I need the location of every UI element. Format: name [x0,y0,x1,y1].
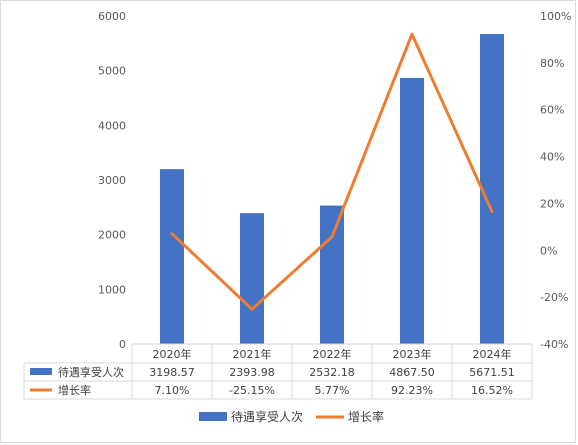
y-left-tick-label: 1000 [98,283,126,296]
y-right-tick-label: 40% [540,151,564,164]
legend-swatch-bars [199,412,227,421]
y-right-tick-label: 60% [540,104,564,117]
category-label: 2022年 [313,347,352,361]
table-row-header: 待遇享受人次 [58,365,124,379]
y-left-tick-label: 0 [119,338,126,351]
category-label: 2020年 [153,347,192,361]
table-cell-value: 92.23% [391,384,433,397]
table-cell-value: 2393.98 [229,366,275,379]
table-cell-value: 5.77% [315,384,350,397]
y-right-tick-label: 80% [540,57,564,70]
category-label: 2024年 [473,347,512,361]
y-left-tick-label: 6000 [98,10,126,23]
bar-2020年 [160,169,184,344]
table-cell-value: -25.15% [229,384,275,397]
y-left-tick-label: 4000 [98,119,126,132]
y-right-tick-label: -20% [540,291,568,304]
bar-2023年 [400,77,424,344]
category-label: 2021年 [233,347,272,361]
table-cell-value: 4867.50 [389,366,435,379]
y-right-tick-label: -40% [540,338,568,351]
table-cell-value: 16.52% [471,384,513,397]
table-cell-value: 3198.57 [149,366,195,379]
y-right-tick-label: 20% [540,197,564,210]
bar-2024年 [480,33,504,344]
y-left-tick-label: 3000 [98,174,126,187]
bar-2022年 [320,205,344,344]
table-cell-value: 5671.51 [469,366,515,379]
legend-label: 增长率 [348,409,384,424]
y-right-tick-label: 100% [540,10,571,23]
legend-label: 待遇享受人次 [231,409,303,424]
table-row-header: 增长率 [58,383,91,397]
y-right-tick-label: 0% [540,244,557,257]
bar-2021年 [240,213,264,344]
table-key-bars [30,368,52,375]
y-left-tick-label: 2000 [98,229,126,242]
table-cell-value: 7.10% [155,384,190,397]
table-cell-value: 2532.18 [309,366,355,379]
category-label: 2023年 [393,347,432,361]
y-left-tick-label: 5000 [98,65,126,78]
